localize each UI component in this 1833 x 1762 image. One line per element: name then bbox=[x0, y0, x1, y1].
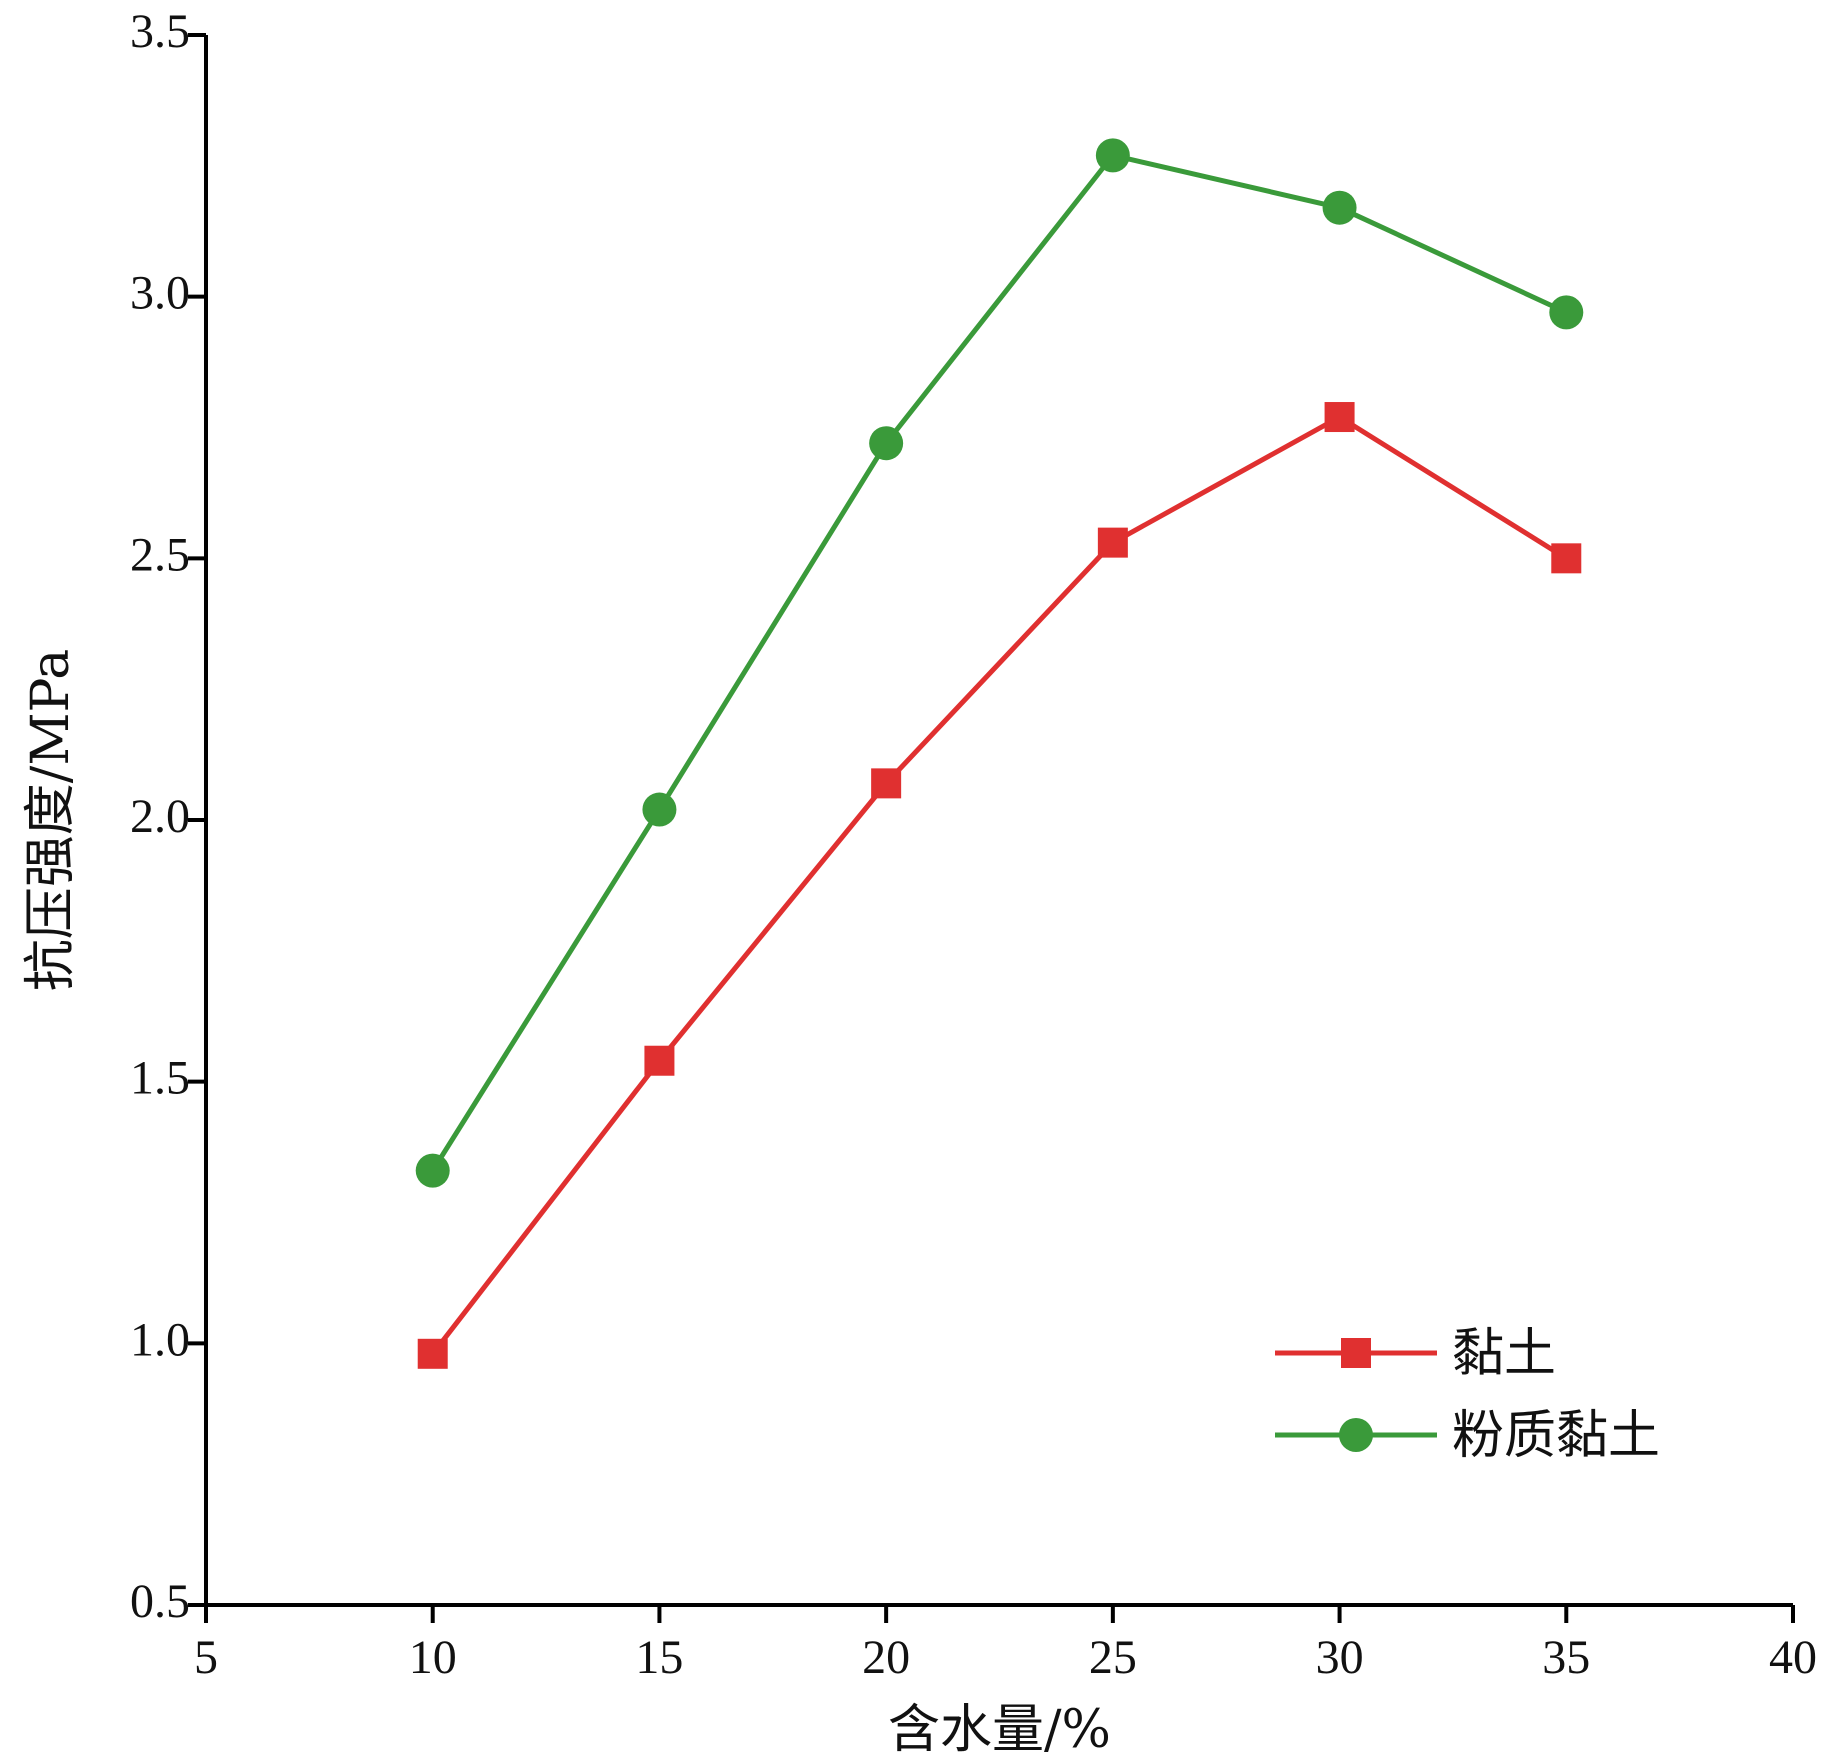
x-tick-label: 10 bbox=[409, 1631, 457, 1684]
data-point bbox=[1324, 402, 1355, 433]
data-point bbox=[1097, 527, 1128, 558]
legend-label: 粉质黏土 bbox=[1452, 1406, 1660, 1466]
y-tick-label: 1.0 bbox=[130, 1313, 190, 1366]
legend-marker bbox=[1339, 1418, 1373, 1452]
data-point bbox=[1322, 190, 1357, 225]
series-line bbox=[430, 414, 1568, 1356]
data-point bbox=[1551, 543, 1582, 574]
chart-axes: 0.5 1.0 1.5 2.0 2.5 3.0 3.5 5 10 15 20 25 30 35 40 bbox=[130, 5, 1817, 1684]
y-axis-title: 抗压强度/MPa bbox=[21, 649, 81, 991]
x-tick-label: 40 bbox=[1769, 1631, 1817, 1684]
y-tick-label: 0.5 bbox=[130, 1575, 190, 1628]
legend-marker bbox=[1341, 1338, 1371, 1368]
data-point bbox=[415, 1153, 450, 1188]
x-tick-label: 30 bbox=[1316, 1631, 1364, 1684]
data-point bbox=[871, 768, 902, 799]
data-point bbox=[644, 1045, 675, 1076]
legend-item: 黏土 bbox=[1275, 1324, 1556, 1384]
y-tick-label: 2.0 bbox=[130, 790, 190, 843]
series-1 bbox=[417, 402, 1582, 1369]
data-point bbox=[1549, 295, 1584, 330]
y-tick-label: 3.5 bbox=[130, 5, 190, 58]
series-line bbox=[430, 152, 1568, 1172]
x-tick-label: 20 bbox=[862, 1631, 910, 1684]
data-point bbox=[869, 426, 904, 461]
y-tick-label: 2.5 bbox=[130, 528, 190, 581]
series-2 bbox=[415, 138, 1584, 1188]
x-tick-label: 35 bbox=[1542, 1631, 1590, 1684]
chart-series bbox=[415, 138, 1584, 1369]
y-tick-label: 3.0 bbox=[130, 267, 190, 320]
legend-label: 黏土 bbox=[1452, 1324, 1556, 1384]
data-point bbox=[417, 1338, 448, 1369]
x-tick-label: 15 bbox=[635, 1631, 683, 1684]
y-tick-label: 1.5 bbox=[130, 1052, 190, 1105]
x-tick-label: 5 bbox=[194, 1631, 218, 1684]
data-point bbox=[642, 792, 677, 827]
x-tick-label: 25 bbox=[1089, 1631, 1137, 1684]
data-point bbox=[1095, 138, 1130, 173]
legend-item: 粉质黏土 bbox=[1275, 1406, 1660, 1466]
x-axis-title: 含水量/% bbox=[888, 1700, 1111, 1760]
